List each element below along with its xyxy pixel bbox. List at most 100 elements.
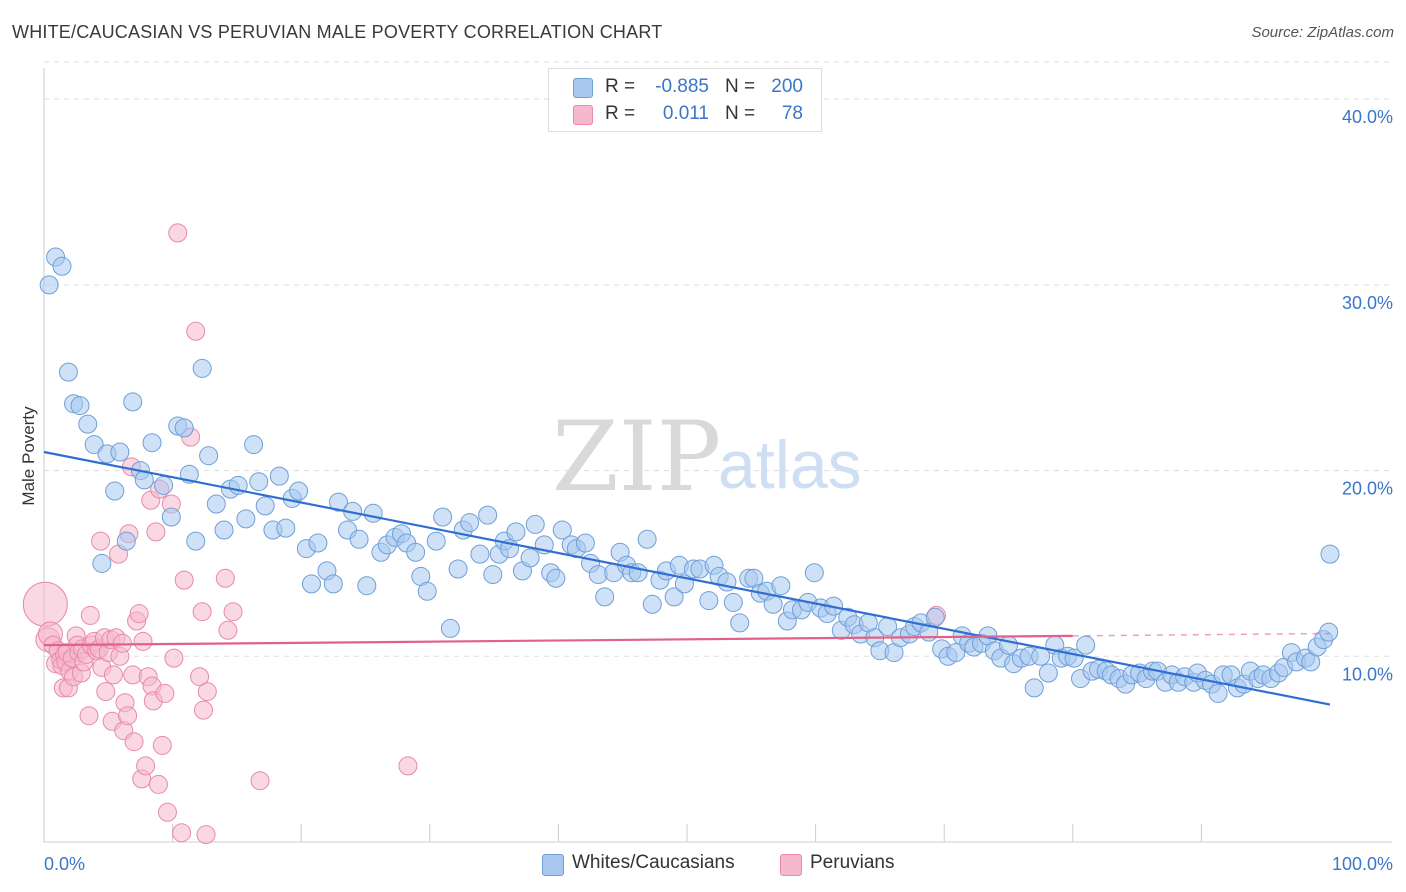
peruvian-points — [22, 223, 946, 845]
legend-n-value: 200 — [771, 76, 803, 97]
white-point — [123, 392, 143, 412]
white-points — [39, 247, 1340, 703]
peruvian-point — [155, 683, 175, 703]
white-point — [771, 576, 791, 596]
white-point — [269, 466, 289, 486]
watermark: ZIP atlas — [552, 401, 862, 513]
white-point — [328, 492, 348, 512]
peruvian-point — [186, 321, 206, 341]
peruvian-point — [133, 631, 153, 651]
white-point — [433, 507, 453, 527]
white-point — [249, 472, 269, 492]
white-point — [506, 522, 526, 542]
legend-swatch-peruvians — [573, 105, 593, 125]
white-point — [637, 529, 657, 549]
white-point — [78, 414, 98, 434]
legend-row-peruvians: R = 0.011 N = 78 — [549, 101, 821, 127]
peruvian-point — [215, 568, 235, 588]
watermark-atlas: atlas — [718, 427, 862, 503]
white-point — [723, 592, 743, 612]
peruvian-point — [22, 581, 68, 627]
white-point — [699, 591, 719, 611]
white-point — [417, 581, 437, 601]
white-point — [483, 565, 503, 585]
peruvian-point — [80, 605, 100, 625]
peruvian-trend-line — [43, 634, 1073, 647]
y-tick-label: 10.0% — [1342, 664, 1393, 684]
white-point — [255, 496, 275, 516]
white-point — [58, 362, 78, 382]
white-point — [763, 594, 783, 614]
white-point — [1320, 544, 1340, 564]
legend-label-whites: Whites/Caucasians — [572, 852, 735, 873]
peruvian-point — [129, 604, 149, 624]
peruvian-point — [223, 602, 243, 622]
white-point — [1038, 663, 1058, 683]
white-point — [520, 548, 540, 568]
peruvian-point — [197, 682, 217, 702]
legend-r-label: R = — [605, 103, 636, 124]
peruvian-point — [172, 823, 192, 843]
white-point — [946, 643, 966, 663]
peruvian-point — [193, 700, 213, 720]
legend-n-label: N = — [725, 76, 756, 97]
peruvian-point — [192, 602, 212, 622]
peruvian-point — [196, 825, 216, 845]
y-tick-label: 30.0% — [1342, 293, 1393, 313]
white-point — [552, 520, 572, 540]
white-point — [236, 509, 256, 529]
peruvian-point — [146, 522, 166, 542]
peruvian-point — [96, 682, 116, 702]
white-point — [426, 531, 446, 551]
white-point — [546, 568, 566, 588]
legend-r-label: R = — [605, 76, 636, 97]
peruvian-point — [250, 771, 270, 791]
white-point — [730, 613, 750, 633]
correlation-legend: R = -0.885 N = 200 R = 0.011 N = 78 — [548, 68, 822, 132]
white-point — [142, 433, 162, 453]
axes — [43, 68, 1392, 843]
white-point — [349, 529, 369, 549]
white-point — [289, 481, 309, 501]
y-axis-label: Male Poverty — [19, 406, 38, 506]
series-legend: Whites/Caucasians Peruvians — [0, 852, 1406, 878]
x-tick-label: 0.0% — [44, 854, 85, 874]
legend-swatch-peruvians — [780, 854, 802, 876]
peruvian-point — [136, 756, 156, 776]
white-point — [448, 559, 468, 579]
white-point — [84, 435, 104, 455]
peruvian-point — [118, 706, 138, 726]
legend-swatch-whites — [573, 78, 593, 98]
white-point — [525, 514, 545, 534]
trend-lines — [43, 450, 1331, 706]
white-trend-line — [43, 450, 1331, 706]
x-tick-labels: 0.0% 100.0% — [44, 854, 1393, 874]
peruvian-point — [168, 223, 188, 243]
white-point — [206, 494, 226, 514]
peruvian-point — [91, 531, 111, 551]
white-point — [1208, 683, 1228, 703]
white-point — [595, 587, 615, 607]
white-point — [406, 542, 426, 562]
legend-row-whites: R = -0.885 N = 200 — [549, 74, 821, 100]
peruvian-point — [190, 667, 210, 687]
white-point — [39, 275, 59, 295]
peruvian-point — [398, 756, 418, 776]
y-tick-label: 20.0% — [1342, 479, 1393, 499]
legend-swatch-whites — [542, 854, 564, 876]
legend-label-peruvians: Peruvians — [810, 852, 895, 873]
legend-n-value: 78 — [781, 103, 803, 124]
white-point — [192, 358, 212, 378]
y-tick-label: 40.0% — [1342, 107, 1393, 127]
white-point — [1024, 678, 1044, 698]
x-tick-label: 100.0% — [1332, 854, 1393, 874]
white-point — [70, 396, 90, 416]
white-point — [186, 531, 206, 551]
white-point — [363, 503, 383, 523]
white-point — [323, 574, 343, 594]
peruvian-point — [164, 648, 184, 668]
white-point — [116, 531, 136, 551]
white-point — [308, 533, 328, 553]
white-point — [357, 576, 377, 596]
white-point — [214, 520, 234, 540]
